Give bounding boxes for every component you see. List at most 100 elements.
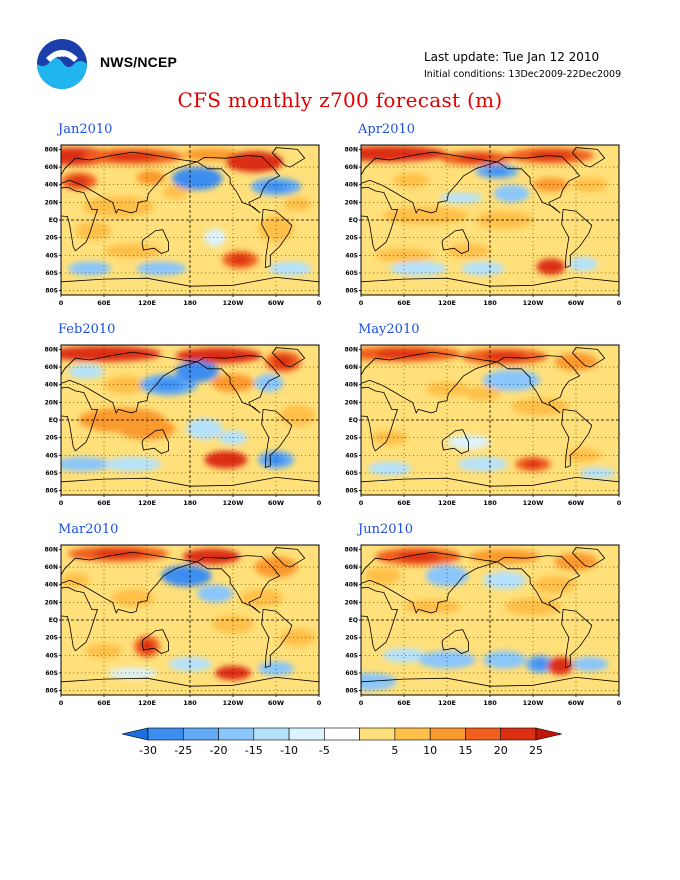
- coastline: [361, 151, 498, 214]
- colorbar-swatch: [465, 727, 502, 741]
- anomaly-core: [197, 552, 226, 561]
- colorbar-swatch: [218, 727, 255, 741]
- lat-tick-label: 40N: [345, 582, 358, 589]
- lat-tick-label: 40S: [345, 452, 358, 459]
- coastline: [141, 229, 169, 254]
- coastline: [561, 608, 593, 669]
- lon-tick-label: 60W: [268, 499, 284, 507]
- anomaly-region: [204, 228, 226, 247]
- colorbar-label: -20: [210, 744, 228, 757]
- lon-tick-label: 180: [483, 499, 497, 507]
- anomaly-region: [75, 221, 112, 240]
- anomaly-region: [118, 418, 176, 440]
- coastline: [141, 629, 169, 654]
- noaa-logo: NOAA: [37, 39, 87, 89]
- lon-tick-label: 60W: [268, 699, 284, 707]
- anomaly-core: [231, 254, 250, 265]
- anomaly-region: [361, 672, 397, 691]
- colorbar-swatch: [182, 727, 219, 741]
- map-panel-feb2010: Feb2010 80N 60N 40N 20N EQ 20S 40S 60S 80S 0 60E 12…: [45, 322, 356, 514]
- colorbar-label: -10: [280, 744, 298, 757]
- anomaly-region: [258, 661, 294, 676]
- lat-tick-label: 80N: [45, 346, 58, 353]
- colorbar-swatch: [147, 727, 184, 741]
- lat-tick-label: 80N: [345, 146, 358, 153]
- lat-tick-label: 40N: [45, 182, 58, 189]
- lat-tick-label: 20S: [345, 635, 358, 642]
- map-panel-apr2010: Apr2010 80N 60N 40N 20N EQ 20S 40S 60S 80S 0 60E 12…: [345, 122, 656, 314]
- anomaly-core: [140, 640, 154, 653]
- anomaly-region: [475, 211, 533, 229]
- anomaly-region: [568, 257, 598, 272]
- lat-tick-label: 20N: [345, 399, 358, 406]
- anomaly-region: [254, 374, 284, 392]
- map-panel-may2010: May2010 80N 60N 40N 20N EQ 20S 40S 60S 80S 0 60E 12…: [345, 322, 656, 514]
- lon-tick-label: 0: [59, 499, 64, 507]
- anomaly-region: [86, 643, 122, 658]
- anomaly-core: [154, 378, 183, 391]
- lat-tick-label: 80S: [45, 288, 58, 295]
- page-title: CFS monthly z700 forecast (m): [177, 88, 503, 112]
- colorbar-arrow-left: [121, 727, 149, 741]
- lon-tick-label: 60E: [397, 499, 411, 507]
- anomaly-region: [482, 369, 541, 391]
- lon-tick-label: 180: [183, 299, 197, 307]
- anomaly-region: [504, 597, 562, 616]
- colorbar-label: -5: [319, 744, 330, 757]
- colorbar-swatch: [324, 727, 360, 741]
- colorbar-label: 10: [423, 744, 437, 757]
- coastline: [61, 551, 198, 614]
- anomaly-region: [283, 197, 312, 212]
- colorbar-swatch: [288, 727, 325, 741]
- lat-tick-label: 40N: [45, 582, 58, 589]
- lat-tick-label: 60N: [345, 564, 358, 571]
- coastline: [496, 155, 581, 214]
- anomaly-region: [162, 184, 189, 199]
- lon-tick-label: 60E: [397, 299, 411, 307]
- lat-tick-label: 20S: [345, 235, 358, 242]
- lon-tick-label: 0: [317, 299, 322, 307]
- anomaly-region: [82, 196, 155, 218]
- anomaly-region: [425, 565, 469, 587]
- map-panel-mar2010: Mar2010 80N 60N 40N 20N EQ 20S 40S 60S 80S 0 60E 12…: [45, 522, 356, 714]
- lon-tick-label: 120E: [438, 499, 456, 507]
- coastline: [441, 229, 469, 254]
- lon-tick-label: 0: [617, 299, 622, 307]
- anomaly-core: [263, 181, 289, 192]
- anomaly-region: [268, 261, 312, 276]
- anomaly-region: [211, 615, 255, 634]
- lon-tick-label: 60W: [568, 499, 584, 507]
- lon-tick-label: 180: [483, 299, 497, 307]
- lon-tick-label: 0: [617, 699, 622, 707]
- lat-tick-label: EQ: [49, 217, 58, 224]
- lat-tick-label: 40N: [345, 182, 358, 189]
- map-panel-jun2010: Jun2010 80N 60N 40N 20N EQ 20S 40S 60S 80S 0 60E 12…: [345, 522, 656, 714]
- anomaly-region: [464, 386, 501, 401]
- coastline: [361, 276, 619, 295]
- lon-tick-label: 0: [317, 499, 322, 507]
- coastline: [261, 208, 293, 269]
- lat-tick-label: 20N: [345, 199, 358, 206]
- lat-tick-label: 20S: [45, 635, 58, 642]
- coastline: [61, 276, 319, 295]
- lat-tick-label: 20N: [45, 399, 58, 406]
- lat-tick-label: 40S: [345, 652, 358, 659]
- anomaly-region: [197, 584, 233, 603]
- lon-tick-label: 60E: [97, 699, 111, 707]
- colorbar-swatch: [429, 727, 466, 741]
- coastline: [571, 547, 606, 568]
- lon-tick-label: 0: [359, 299, 364, 307]
- coastline: [361, 476, 619, 495]
- colorbar-label: 5: [391, 744, 398, 757]
- colorbar-swatch: [394, 727, 431, 741]
- lat-tick-label: EQ: [49, 417, 58, 424]
- anomaly-core: [533, 659, 548, 669]
- anomaly-region: [107, 667, 158, 679]
- lon-tick-label: 0: [617, 499, 622, 507]
- lat-tick-label: EQ: [49, 617, 58, 624]
- anomaly-region: [482, 650, 526, 669]
